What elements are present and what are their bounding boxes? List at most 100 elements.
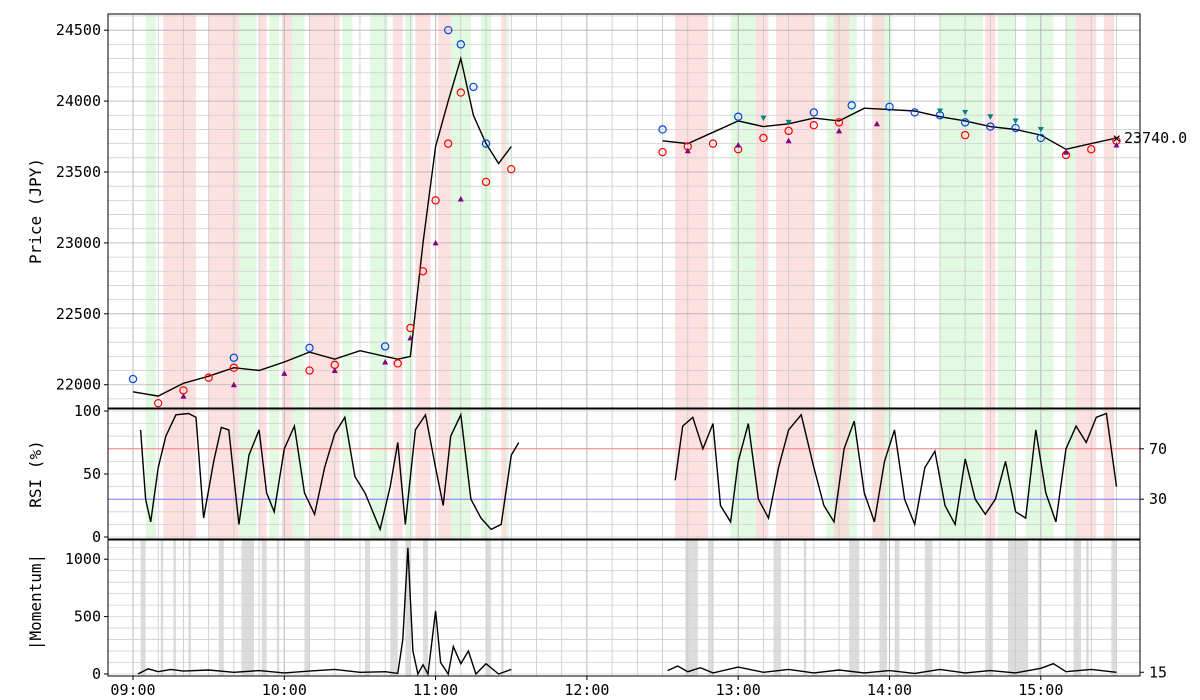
- momentum-ylabel: |Momentum|: [26, 554, 45, 650]
- regime-red-span: [834, 14, 850, 539]
- xtick-label: 11:00: [413, 681, 458, 699]
- regime-green-span: [269, 14, 280, 539]
- trend_marker-marker: [1113, 142, 1120, 148]
- trend_marker-marker: [684, 147, 691, 154]
- trend_marker-marker: [457, 195, 464, 202]
- sar_up-marker: [1087, 145, 1096, 154]
- regime-green-span: [997, 14, 1016, 539]
- sar_up-marker: [759, 133, 768, 143]
- trend_marker-marker: [382, 359, 389, 365]
- price-ytick-label: 22000: [56, 376, 101, 394]
- momentum-gray-span: [985, 540, 993, 676]
- sar_down-marker: [444, 25, 453, 35]
- momentum-gray-span: [894, 540, 900, 676]
- momentum-gray-span: [685, 540, 698, 676]
- sar_up-marker: [406, 323, 415, 333]
- regime-red-span: [501, 14, 507, 539]
- regime-red-span: [163, 14, 197, 539]
- sar_down-marker: [734, 112, 743, 121]
- momentum-gray-span: [773, 540, 782, 676]
- regime-green-span: [405, 14, 413, 539]
- momentum-ytick-label: 500: [74, 608, 101, 626]
- sar_up-marker: [507, 164, 516, 174]
- regime-red-span: [259, 14, 267, 539]
- xtick-label: 12:00: [564, 681, 609, 699]
- price-line: [132, 55, 512, 397]
- momentum-gray-span: [160, 540, 164, 676]
- sar_up-marker: [834, 118, 844, 127]
- sar_up-marker: [456, 88, 466, 97]
- price-ytick-label: 22500: [56, 305, 101, 323]
- regime-green-span: [730, 14, 756, 539]
- sar_up-marker: [658, 147, 667, 157]
- price-ytick-label: 23500: [56, 163, 101, 181]
- momentum-gray-span: [486, 540, 492, 676]
- sar_up-marker: [809, 120, 819, 130]
- momentum-gray-span: [140, 540, 146, 676]
- sar_down-marker: [986, 122, 995, 131]
- regime-green-span: [291, 14, 305, 539]
- trend_marker-marker: [735, 142, 742, 148]
- momentum-gray-span: [1086, 540, 1089, 676]
- sar_down-marker: [229, 353, 239, 362]
- momentum-gray-span: [1008, 540, 1029, 676]
- sar_down-marker: [885, 102, 894, 111]
- sar_up-marker: [418, 267, 428, 276]
- regime-red-span: [675, 14, 708, 539]
- price-ytick-label: 24000: [56, 92, 101, 110]
- regime-green-span: [1025, 14, 1054, 539]
- momentum-gray-span: [879, 540, 887, 676]
- sar_down-marker: [305, 343, 314, 353]
- trend_marker-marker: [180, 393, 187, 399]
- regime-red-span: [776, 14, 814, 539]
- sar_down-marker: [809, 108, 819, 117]
- momentum-gray-span: [364, 540, 371, 676]
- regime-green-span: [145, 14, 156, 539]
- momentum-gray-span: [1073, 540, 1082, 676]
- trend_marker_down-marker: [1012, 118, 1019, 124]
- momentum-gray-span: [173, 540, 176, 676]
- last-price-marker: ×: [1112, 131, 1120, 147]
- momentum-gray-span: [422, 540, 429, 676]
- price-ylabel: Price (JPY): [26, 158, 45, 264]
- sar_down-marker: [847, 101, 856, 110]
- sar_up-marker: [708, 139, 718, 148]
- momentum-ytick-label: 1000: [65, 550, 101, 568]
- trend_marker-marker: [407, 334, 414, 341]
- trend_marker_down-marker: [936, 108, 943, 115]
- sar_up-marker: [393, 359, 402, 368]
- trend_marker-marker: [1063, 149, 1070, 155]
- rsi-ylabel: RSI (%): [26, 440, 45, 507]
- trend_marker_down-marker: [962, 109, 969, 116]
- sar_up-marker: [444, 139, 453, 148]
- sar_up-marker: [154, 398, 163, 408]
- momentum-gray-span: [803, 540, 807, 676]
- trend_marker_down-marker: [785, 119, 792, 126]
- rsi-ytick-label: 50: [83, 465, 101, 483]
- momentum-gray-span: [276, 540, 280, 676]
- xtick-label: 15:00: [1018, 681, 1063, 699]
- price-ytick-label: 24500: [56, 21, 101, 39]
- momentum-gray-span: [218, 540, 224, 676]
- trend_marker-marker: [281, 370, 288, 376]
- price-ytick-label: 23000: [56, 234, 101, 252]
- regime-red-span: [392, 14, 403, 539]
- regime-red-span: [438, 14, 451, 539]
- sar_up-marker: [960, 130, 970, 140]
- last-price-label: 23740.0: [1124, 129, 1187, 147]
- momentum-line: [667, 662, 1117, 675]
- sar_up-marker: [305, 366, 314, 375]
- regime-red-span: [415, 14, 431, 539]
- xtick-label: 14:00: [867, 681, 912, 699]
- momentum-gray-span: [849, 540, 860, 676]
- sar_up-marker: [229, 363, 239, 372]
- sar_down-marker: [128, 374, 138, 384]
- momentum-gray-span: [390, 540, 398, 676]
- sar_down-marker: [1011, 123, 1020, 133]
- regime-red-span: [281, 14, 292, 539]
- trend_marker-marker: [230, 381, 237, 388]
- sar_down-marker: [1036, 133, 1046, 143]
- rsi-right-tick-label: 30: [1149, 490, 1167, 508]
- momentum-gray-span: [1038, 540, 1041, 676]
